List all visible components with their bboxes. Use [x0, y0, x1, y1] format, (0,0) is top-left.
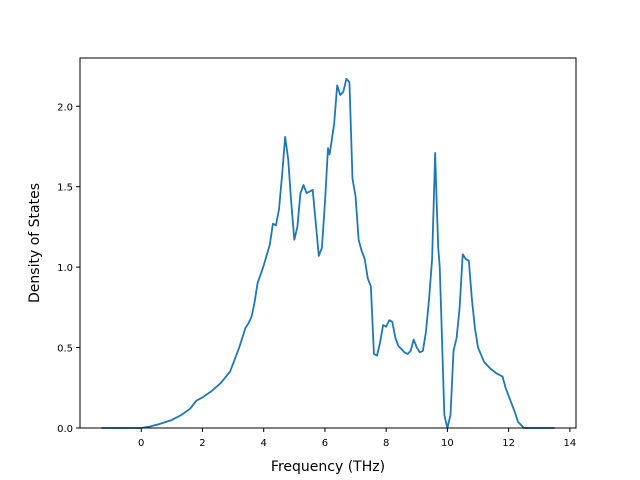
x-tick-label: 8: [383, 438, 389, 449]
x-tick-label: 14: [564, 438, 577, 449]
y-tick-label: 1.5: [57, 183, 73, 194]
y-tick-label: 0.0: [57, 424, 73, 435]
y-axis-ticks: 0.0 0.5 1.0 1.5 2.0: [57, 102, 80, 435]
x-tick-label: 6: [322, 438, 328, 449]
x-tick-label: 10: [441, 438, 454, 449]
x-tick-label: 12: [502, 438, 515, 449]
series-layer: [101, 78, 555, 429]
x-tick-label: 2: [199, 438, 205, 449]
plot-frame: [79, 57, 577, 429]
y-tick-label: 1.0: [57, 263, 73, 274]
y-tick-label: 0.5: [57, 344, 73, 355]
y-axis-label: Density of States: [27, 183, 43, 303]
x-axis-ticks: 0 2 4 6 8 10 12 14: [138, 428, 576, 449]
x-axis-label: Frequency (THz): [271, 459, 385, 475]
x-tick-label: 0: [138, 438, 144, 449]
dos-series-line: [101, 78, 555, 429]
x-tick-label: 4: [261, 438, 267, 449]
y-tick-label: 2.0: [57, 102, 73, 113]
